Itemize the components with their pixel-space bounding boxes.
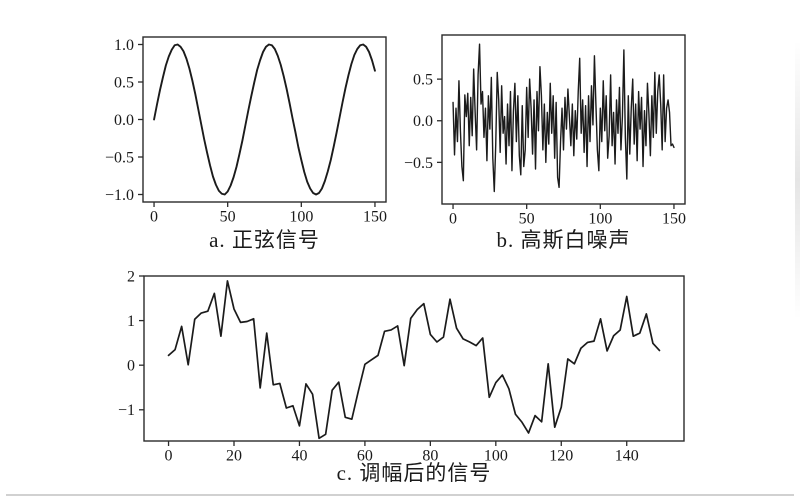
axes-frame [441, 34, 686, 205]
x-tick-label: 120 [549, 447, 573, 464]
y-tick-label: 1 [127, 313, 135, 330]
gaussian-noise-chart: 0 50 100 150 0.5 0.0 −0.5 [404, 34, 686, 227]
x-tick-label: 50 [519, 210, 535, 227]
x-tick-label: 50 [220, 208, 236, 225]
y-tick-label: −0.5 [404, 155, 433, 172]
scan-artifact [795, 40, 800, 320]
x-tick-label: 150 [662, 210, 686, 227]
y-tick-label: 2 [127, 268, 135, 285]
y-tick-label: 0.5 [114, 74, 134, 91]
x-tick-label: 140 [615, 447, 639, 464]
y-tick-label: 0.5 [413, 72, 433, 89]
page-edge-line [6, 494, 794, 496]
x-tick-label: 60 [357, 447, 373, 464]
y-tick-label: 0.0 [114, 112, 134, 129]
y-tick-label: −1 [118, 402, 135, 419]
x-tick-label: 0 [150, 208, 158, 225]
y-tick-label: 0.0 [413, 113, 433, 130]
modulated-signal-chart: 0 20 40 60 80 100 120 140 2 1 0 −1 [118, 268, 685, 464]
y-tick-label: −1.0 [105, 187, 134, 204]
signal-line-b [452, 43, 675, 193]
axes-frame [143, 275, 685, 442]
axes-frame [142, 36, 387, 203]
y-tick-label: −0.5 [105, 149, 134, 166]
x-tick-label: 100 [289, 208, 313, 225]
signal-line-c [167, 280, 661, 440]
modulated-signal-caption: c. 调幅后的信号 [336, 461, 492, 485]
x-tick-label: 40 [291, 447, 307, 464]
y-tick-label: 0 [127, 358, 135, 375]
x-tick-label: 150 [363, 208, 387, 225]
x-tick-label: 100 [588, 210, 612, 227]
x-tick-label: 0 [449, 210, 457, 227]
sine-signal-caption: a. 正弦信号 [209, 228, 320, 252]
gaussian-noise-caption: b. 高斯白噪声 [496, 228, 631, 252]
x-tick-label: 20 [226, 447, 242, 464]
signal-line-a [153, 43, 376, 196]
y-tick-label: 1.0 [114, 37, 134, 54]
x-tick-label: 80 [422, 447, 438, 464]
x-tick-label: 100 [484, 447, 508, 464]
sine-signal-chart: 0 50 100 150 1.0 0.5 0.0 −0.5 −1.0 [105, 36, 387, 225]
x-tick-label: 0 [165, 447, 173, 464]
